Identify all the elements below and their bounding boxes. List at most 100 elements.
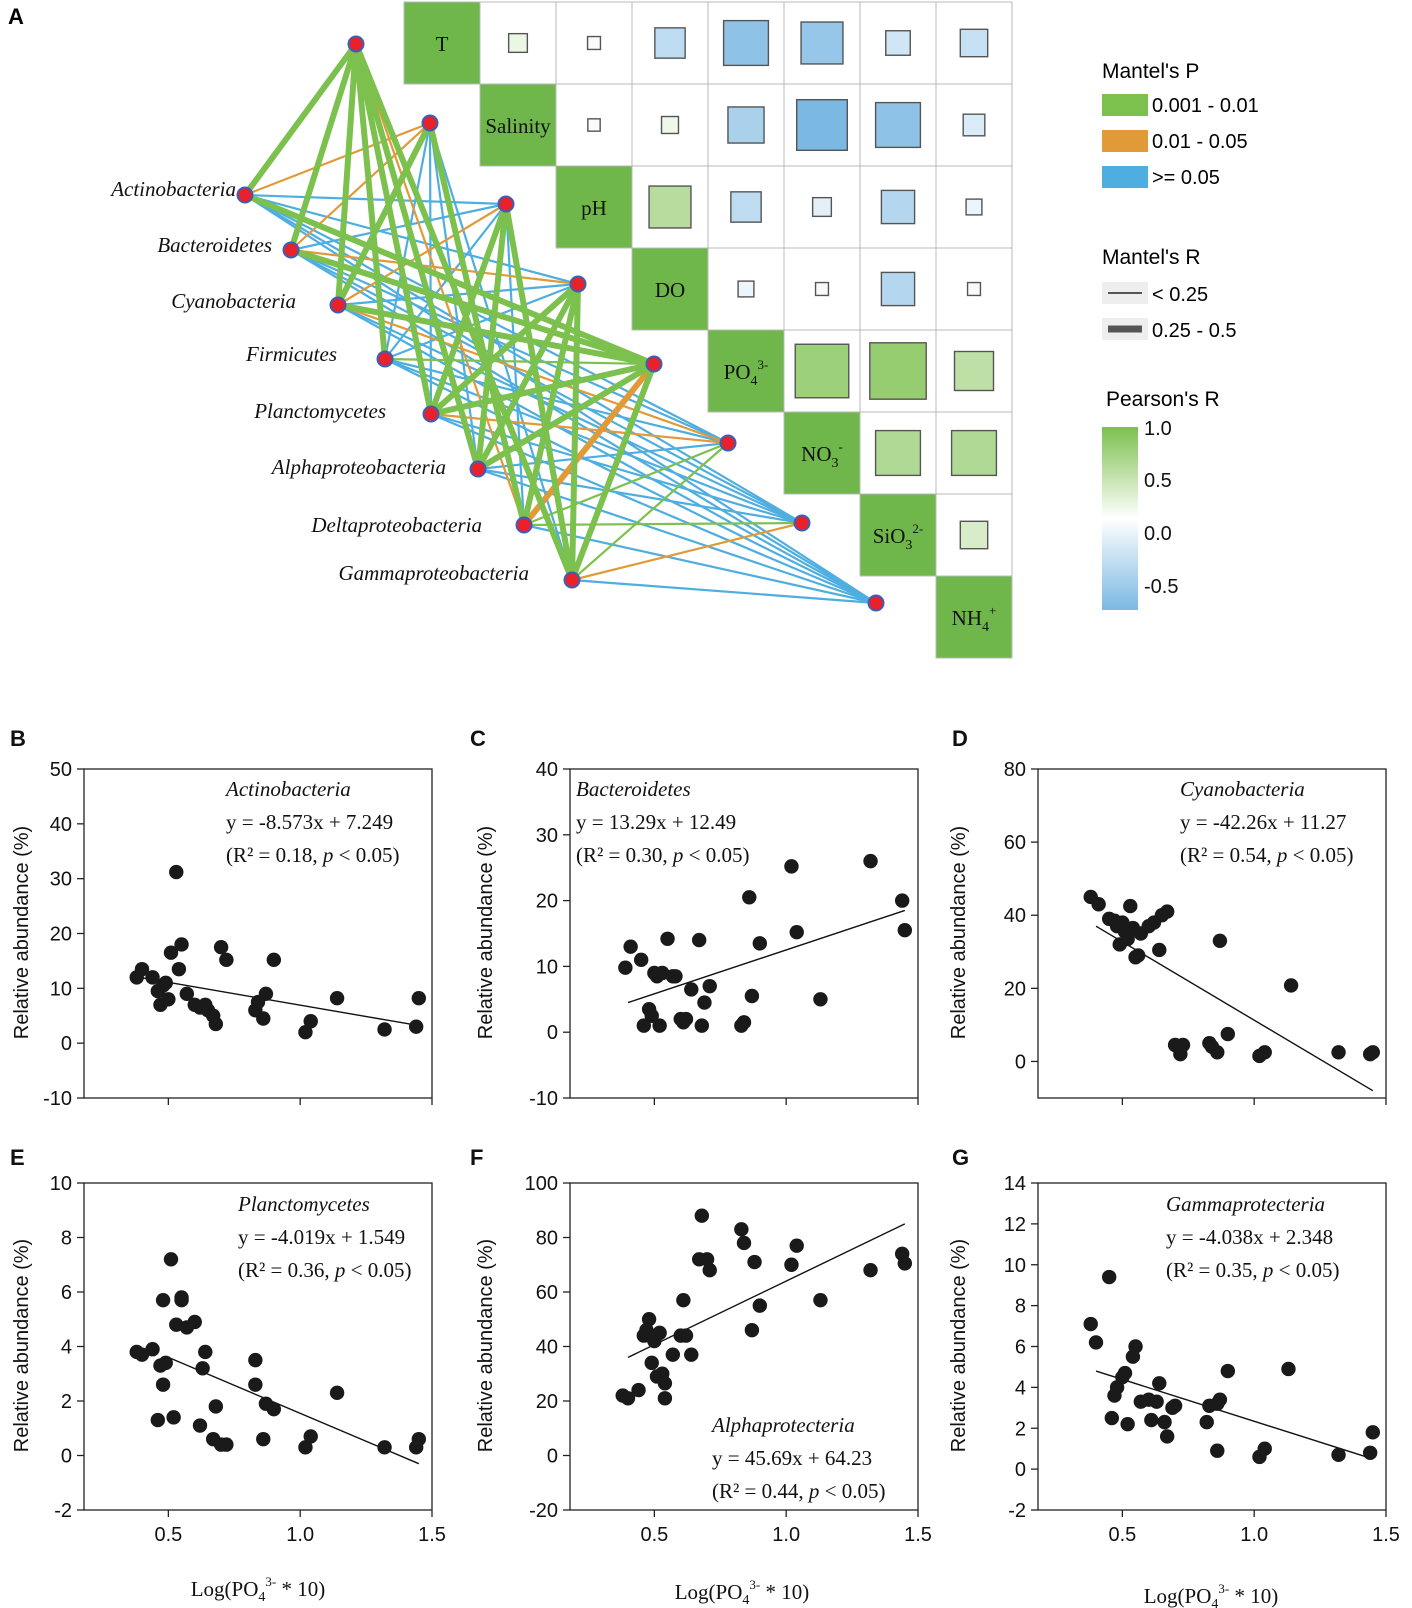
panel-F-point-25 — [747, 1254, 762, 1270]
panel-E-point-12 — [174, 1290, 189, 1305]
panel-C-point-22 — [736, 1015, 752, 1030]
taxon-node-1 — [282, 241, 300, 259]
panel-E-point-5 — [155, 1377, 171, 1392]
corr-square-2-7 — [965, 198, 983, 216]
panel-D-ytick-label-4: 80 — [1004, 759, 1026, 781]
mantel-r-item-2: 0.25 - 0.5 — [1152, 320, 1237, 342]
panel-B-ytick-label-2: 10 — [50, 978, 72, 1000]
panel-G-xtick-label-2: 1.5 — [1372, 1524, 1400, 1546]
panel-B-point-29 — [377, 1022, 392, 1037]
panel-C-point-31 — [897, 923, 913, 938]
corr-square-0-3 — [654, 27, 686, 59]
corr-square-4-5 — [794, 343, 850, 399]
mantel-link-3-7 — [384, 358, 877, 604]
mantel-link-7-0 — [353, 42, 575, 582]
panel-E-point-28 — [303, 1429, 318, 1444]
panel-G-point-13 — [1144, 1412, 1159, 1428]
panel-F-point-13 — [665, 1347, 681, 1362]
panel-C-frame — [569, 768, 919, 1099]
corr-square-0-1 — [507, 32, 529, 54]
panel-G-point-28 — [1281, 1361, 1296, 1377]
panel-B-ytick-label-1: 0 — [61, 1033, 72, 1055]
panel-E-point-23 — [248, 1377, 263, 1392]
mantel-r-title: Mantel's R — [1102, 246, 1201, 269]
variable-node-2 — [497, 195, 515, 213]
panel-D-point-9 — [1123, 898, 1138, 914]
variable-label-NH4: NH4+ — [952, 603, 997, 635]
panel-C-point-16 — [684, 982, 699, 997]
panel-C-point-23 — [742, 890, 757, 905]
panel-G-point-15 — [1152, 1376, 1167, 1391]
mantel-link-2-7 — [337, 304, 877, 604]
panel-G-ytick-label-7: 12 — [1004, 1214, 1026, 1236]
panel-C-point-24 — [744, 988, 760, 1004]
pearson-tick-3: -0.5 — [1144, 576, 1178, 598]
panel-B-ytick-label-3: 20 — [50, 924, 72, 946]
panel-G-ylabel: Relative abundance (%) — [948, 1239, 970, 1452]
corr-square-3-6 — [880, 271, 916, 307]
panel-F-equation: y = 45.69x + 64.23 — [712, 1446, 872, 1470]
corr-square-1-6 — [874, 101, 922, 149]
mantel-link-3-5 — [384, 357, 729, 445]
panel-E-ytick-label-1: 0 — [61, 1446, 72, 1468]
panel-C-point-0 — [618, 960, 633, 975]
corr-square-1-2 — [587, 118, 601, 132]
pearson-title: Pearson's R — [1106, 388, 1220, 411]
panel-C-title: Bacteroidetes — [576, 777, 691, 801]
mantel-link-7-3 — [569, 283, 581, 581]
mantel-p-title: Mantel's P — [1102, 60, 1199, 83]
pearson-ticks: 1.0 0.5 0.0 -0.5 — [1144, 418, 1178, 598]
mantel-link-0-6 — [244, 194, 803, 524]
mantel-link-5-0 — [353, 43, 481, 470]
panel-G-point-7 — [1117, 1365, 1133, 1381]
corr-square-5-7 — [950, 429, 998, 477]
panel-F-point-11 — [657, 1376, 673, 1391]
taxon-node-4 — [422, 405, 440, 423]
taxon-node-6 — [515, 516, 533, 534]
panel-E-point-16 — [195, 1361, 210, 1376]
panel-B-point-23 — [256, 1011, 271, 1026]
panel-a-legend: Mantel's P 0.001 - 0.01 0.01 - 0.05 >= 0… — [1102, 60, 1259, 610]
mantel-link-7-2 — [503, 203, 575, 581]
variable-label-NO3: NO3- — [801, 439, 843, 471]
panel-C-point-12 — [668, 969, 683, 984]
panel-C-fit-line — [627, 909, 906, 1004]
panel-a: A T Salinity pH DO PO43- NO3- SiO32- NH4+ Actin… — [8, 1, 1259, 659]
variable-node-4 — [645, 355, 663, 373]
panel-G-point-27 — [1257, 1441, 1272, 1456]
panel-D-label: D — [952, 726, 968, 751]
panel-B-ytick-label-6: 50 — [50, 759, 72, 781]
mantel-link-6-6 — [523, 521, 803, 527]
mantel-link-6-7 — [523, 523, 877, 605]
mantel-link-2-1 — [335, 121, 433, 307]
mantel-p-swatch-blue — [1102, 166, 1148, 188]
panel-C-point-26 — [784, 859, 799, 874]
panel-E-point-30 — [377, 1440, 392, 1455]
mantel-link-1-0 — [288, 43, 359, 251]
panel-B-equation: y = -8.573x + 7.249 — [226, 810, 393, 834]
panel-E-point-7 — [158, 1355, 173, 1371]
panel-F-point-22 — [734, 1222, 749, 1237]
mantel-link-4-2 — [428, 202, 509, 416]
corr-square-2-6 — [880, 189, 916, 225]
mantel-link-0-1 — [244, 121, 431, 197]
variable-node-7 — [867, 594, 885, 612]
taxon-node-3 — [376, 350, 394, 368]
panel-G-point-30 — [1362, 1445, 1378, 1460]
panel-E-label: E — [10, 1145, 25, 1170]
panel-G-point-8 — [1120, 1416, 1135, 1432]
mantel-p-swatch-orange — [1102, 130, 1148, 152]
mantel-link-7-6 — [571, 521, 803, 582]
mantel-link-1-2 — [290, 202, 507, 252]
panel-G-r2: (R² = 0.35, p < 0.05) — [1166, 1258, 1339, 1282]
panel-G-point-19 — [1167, 1398, 1183, 1413]
panel-D-r2: (R² = 0.54, p < 0.05) — [1180, 843, 1353, 867]
panel-E-ytick-label-2: 2 — [61, 1391, 72, 1413]
panel-C-point-27 — [789, 924, 804, 940]
mantel-p-item-3: >= 0.05 — [1152, 167, 1220, 189]
panel-F-xtick-label-0: 0.5 — [640, 1524, 668, 1546]
panel-D-title: Cyanobacteria — [1180, 777, 1305, 801]
panel-C: C -10 0 10 20 30 40 Relative abundance (%) Bacte… — [470, 726, 919, 1110]
mantel-link-7-4 — [569, 362, 657, 582]
panel-E-xtick-label-0: 0.5 — [154, 1524, 182, 1546]
